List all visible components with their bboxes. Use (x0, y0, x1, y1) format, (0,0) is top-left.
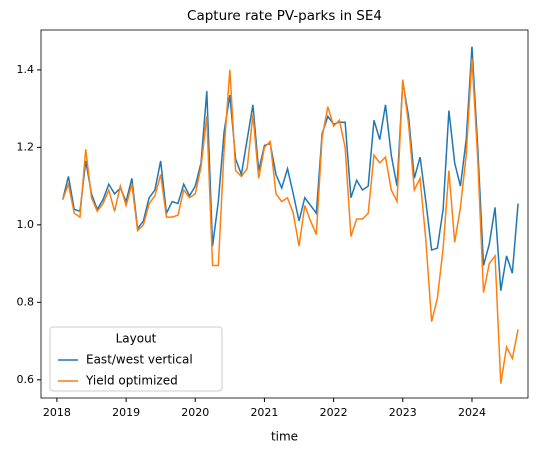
y-tick-label: 0.6 (17, 373, 35, 386)
y-tick-label: 1.2 (17, 140, 35, 153)
legend-label: East/west vertical (86, 353, 193, 367)
x-tick-label: 2020 (181, 406, 209, 419)
line-series (61, 46, 519, 291)
chart-title: Capture rate PV-parks in SE4 (187, 8, 382, 24)
legend-box (49, 326, 223, 392)
y-tick-label: 0.8 (17, 295, 35, 308)
y-tick-label: 1.0 (17, 218, 35, 231)
legend-label: Yield optimized (85, 374, 178, 388)
plot-frame (40, 29, 529, 399)
x-axis-label: time (271, 430, 298, 444)
x-tick-label: 2021 (250, 406, 278, 419)
x-tick-label: 2022 (320, 406, 348, 419)
x-tick-label: 2018 (43, 406, 71, 419)
line-series (61, 58, 519, 384)
legend-title: Layout (116, 332, 157, 346)
x-tick-label: 2024 (458, 406, 486, 419)
x-tick-label: 2023 (389, 406, 417, 419)
y-tick-label: 1.4 (17, 63, 35, 76)
x-tick-label: 2019 (112, 406, 140, 419)
